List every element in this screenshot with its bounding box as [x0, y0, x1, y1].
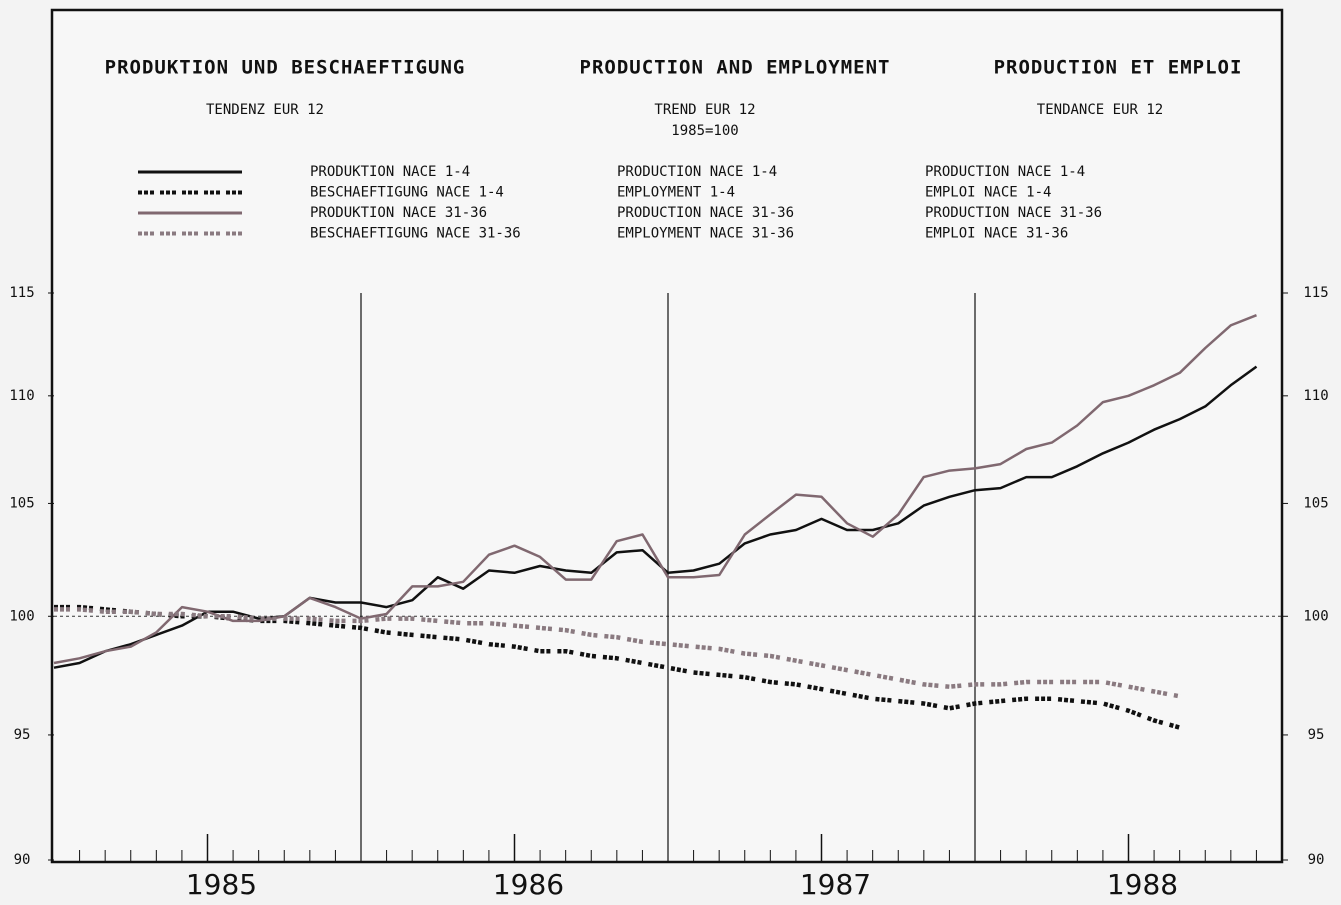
chart-title: PRODUCTION AND EMPLOYMENT [580, 57, 891, 79]
y2-tick-label: 95 [1308, 727, 1325, 743]
legend-label: PRODUKTION NACE 31-36 [310, 205, 487, 221]
series-line [53, 365, 1258, 669]
y2-tick-label: 100 [1303, 608, 1328, 624]
subtitle: TENDENZ EUR 12 [206, 102, 324, 118]
y-tick-label: 110 [9, 388, 34, 404]
y2-tick-label: 105 [1303, 495, 1328, 511]
legend-label: PRODUKTION NACE 1-4 [310, 164, 470, 180]
legend-label: EMPLOI NACE 31-36 [925, 226, 1068, 242]
legend-label: PRODUCTION NACE 1-4 [925, 164, 1085, 180]
x-tick-label: 1985 [186, 868, 257, 901]
legend-label: EMPLOYMENT NACE 31-36 [617, 226, 794, 242]
legend-label: PRODUCTION NACE 31-36 [617, 205, 794, 221]
y2-tick-label: 115 [1303, 285, 1328, 301]
y-tick-label: 115 [9, 285, 34, 301]
y-tick-label: 95 [14, 727, 31, 743]
subtitle: 1985=100 [671, 123, 738, 139]
legend-label: PRODUCTION NACE 1-4 [617, 164, 777, 180]
plot-frame [50, 8, 1284, 864]
legend-label: BESCHAEFTIGUNG NACE 31-36 [310, 226, 521, 242]
x-tick-label: 1986 [493, 868, 564, 901]
series-line [54, 604, 1181, 730]
subtitle: TENDANCE EUR 12 [1037, 102, 1163, 118]
series-line [54, 607, 1181, 699]
subtitle: TREND EUR 12 [654, 102, 755, 118]
x-tick-label: 1987 [800, 868, 871, 901]
y-tick-label: 90 [14, 852, 31, 868]
legend-label: PRODUCTION NACE 31-36 [925, 205, 1102, 221]
legend-label: BESCHAEFTIGUNG NACE 1-4 [310, 185, 504, 201]
y-tick-label: 105 [9, 495, 34, 511]
x-tick-label: 1988 [1107, 868, 1178, 901]
chart-title: PRODUKTION UND BESCHAEFTIGUNG [105, 57, 466, 79]
series-line [53, 314, 1257, 665]
y-tick-label: 100 [9, 608, 34, 624]
chart-title: PRODUCTION ET EMPLOI [994, 57, 1243, 79]
y2-tick-label: 110 [1303, 388, 1328, 404]
legend-label: EMPLOYMENT 1-4 [617, 185, 735, 201]
legend-label: EMPLOI NACE 1-4 [925, 185, 1051, 201]
y2-tick-label: 90 [1308, 852, 1325, 868]
